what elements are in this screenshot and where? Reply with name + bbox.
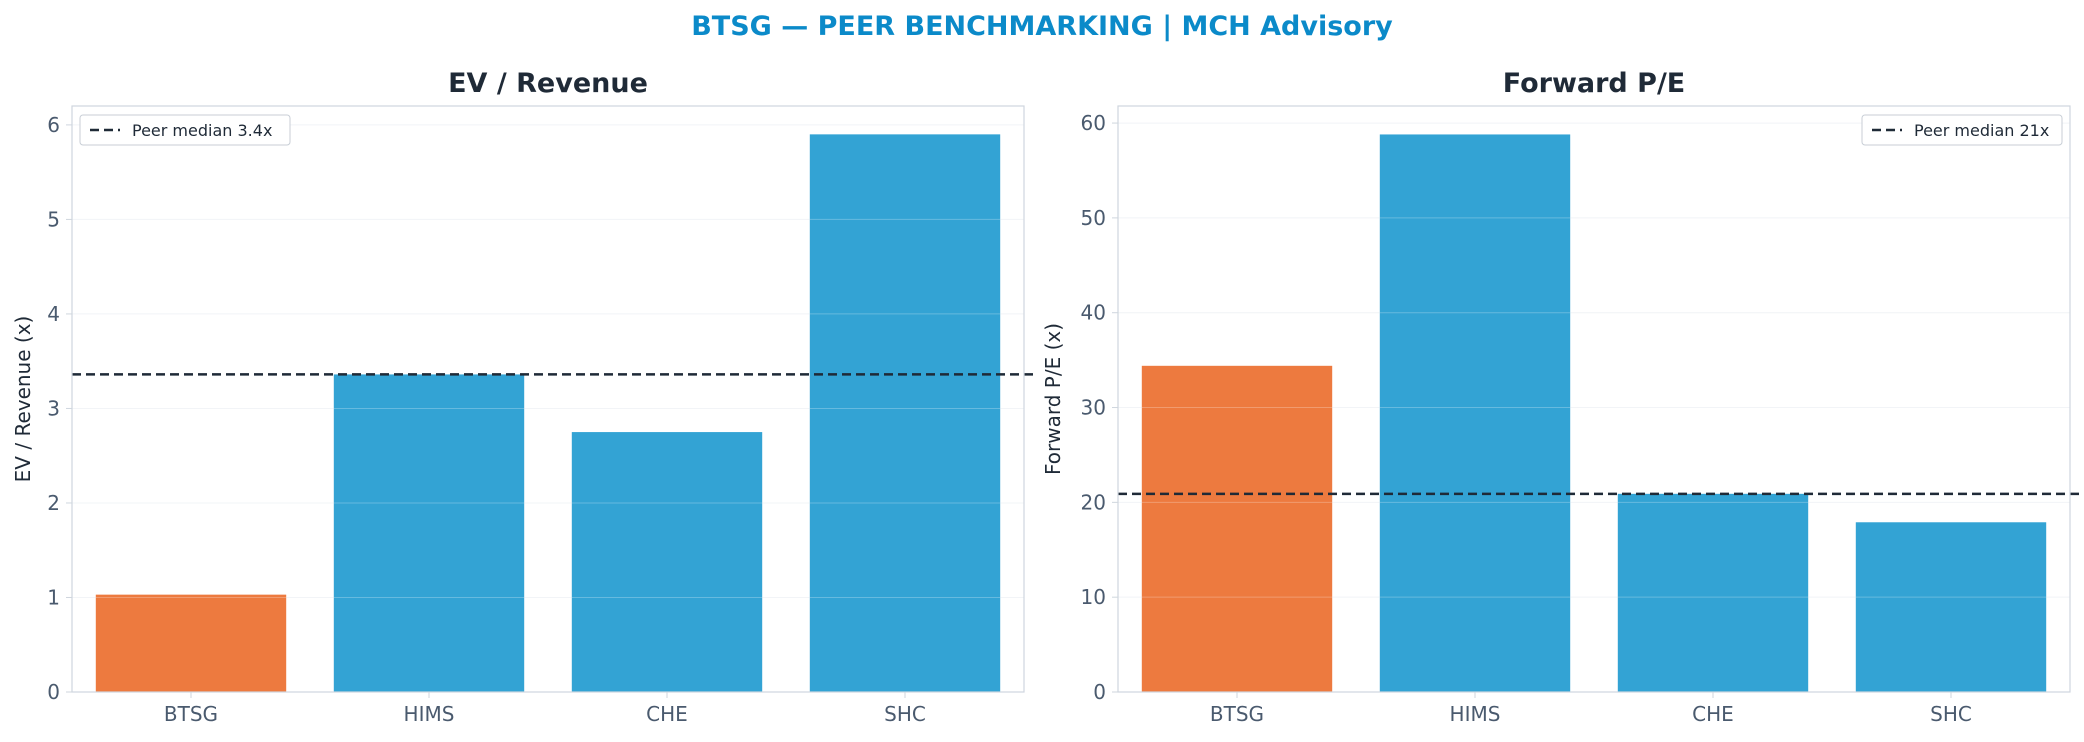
bar-shc bbox=[809, 134, 1001, 692]
y-tick-label: 5 bbox=[47, 207, 60, 231]
bar-btsg bbox=[95, 594, 287, 692]
x-tick-label: CHE bbox=[1692, 702, 1734, 726]
bar-hims bbox=[333, 374, 525, 692]
y-tick-label: 2 bbox=[47, 491, 60, 515]
y-tick-label: 20 bbox=[1081, 490, 1106, 514]
bar-che bbox=[1617, 493, 1809, 692]
axes-frame bbox=[71, 105, 1025, 693]
y-tick-label: 0 bbox=[47, 680, 60, 704]
legend-box bbox=[79, 114, 291, 146]
y-axis-label: EV / Revenue (x) bbox=[11, 316, 35, 483]
x-tick-label: SHC bbox=[884, 702, 926, 726]
legend-label: Peer median 3.4x bbox=[132, 121, 272, 140]
chart-panel-1: 0 1 2 3 4 5 6 BTSG HIMS CHE SHC EV / Revenue EV / Re… bbox=[11, 68, 1036, 726]
bar-btsg bbox=[1141, 365, 1333, 692]
y-tick-label: 3 bbox=[47, 396, 60, 420]
x-tick-label: BTSG bbox=[164, 702, 218, 726]
axes-frame bbox=[1117, 105, 2071, 693]
bar-che bbox=[571, 432, 763, 692]
x-tick-label: BTSG bbox=[1210, 702, 1264, 726]
y-axis-label: Forward P/E (x) bbox=[1041, 323, 1065, 475]
chart-panels: 0 1 2 3 4 5 6 BTSG HIMS CHE SHC EV / Revenue EV / Re… bbox=[11, 68, 2082, 726]
x-tick-label: HIMS bbox=[404, 702, 455, 726]
x-tick-label: SHC bbox=[1930, 702, 1972, 726]
chart-title: EV / Revenue bbox=[448, 68, 648, 99]
y-tick-label: 6 bbox=[47, 113, 60, 137]
legend-box bbox=[1861, 114, 2063, 146]
y-tick-label: 10 bbox=[1081, 585, 1106, 609]
y-tick-label: 0 bbox=[1093, 680, 1106, 704]
bar-shc bbox=[1855, 522, 2047, 692]
y-tick-label: 30 bbox=[1081, 396, 1106, 420]
x-tick-label: HIMS bbox=[1450, 702, 1501, 726]
legend: Peer median 21x bbox=[1861, 114, 2063, 146]
y-tick-label: 40 bbox=[1081, 301, 1106, 325]
figure-suptitle: BTSG — PEER BENCHMARKING | MCH Advisory bbox=[691, 11, 1393, 42]
chart-title: Forward P/E bbox=[1503, 68, 1686, 99]
y-tick-label: 4 bbox=[47, 302, 60, 326]
legend-label: Peer median 21x bbox=[1914, 121, 2049, 140]
chart-panel-2: 0 10 20 30 40 50 60 BTSG HIMS CHE SHC Forward P/E Fo… bbox=[1041, 68, 2082, 726]
y-tick-label: 60 bbox=[1081, 111, 1106, 135]
y-tick-label: 1 bbox=[47, 585, 60, 609]
bar-hims bbox=[1379, 134, 1571, 693]
legend: Peer median 3.4x bbox=[79, 114, 291, 146]
x-tick-label: CHE bbox=[646, 702, 688, 726]
y-tick-label: 50 bbox=[1081, 206, 1106, 230]
